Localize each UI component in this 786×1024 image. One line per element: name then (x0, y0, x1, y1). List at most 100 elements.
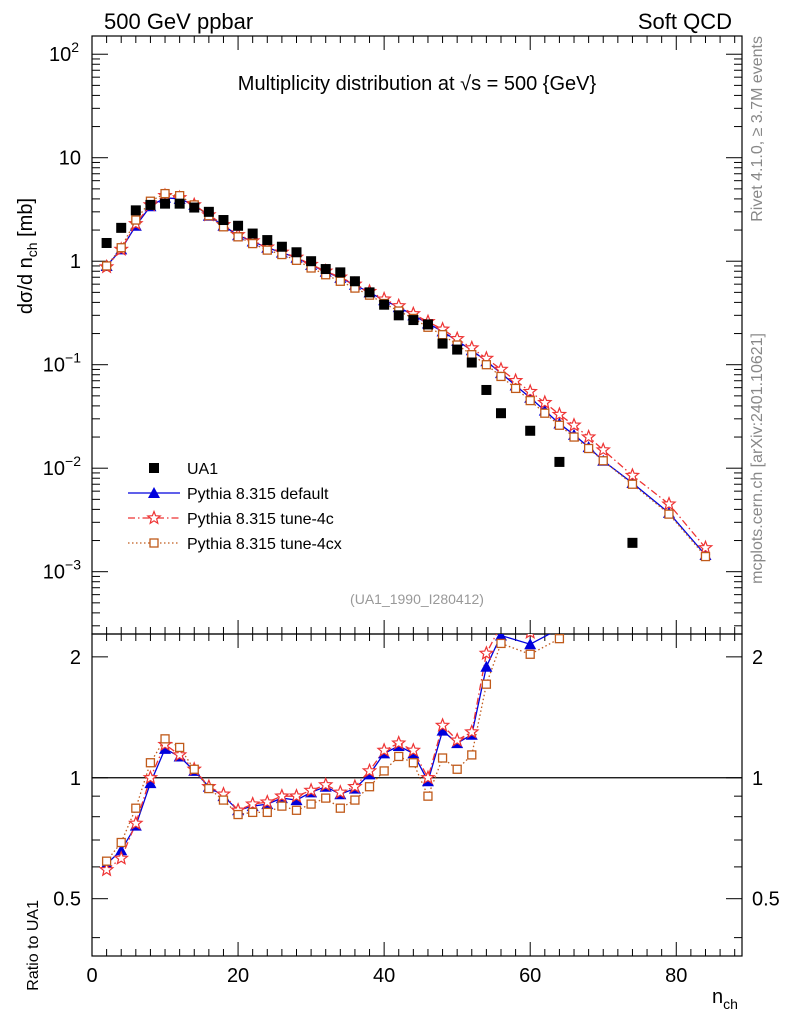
mc-point-ratio (525, 634, 535, 640)
ua1-data-point (130, 205, 141, 216)
mc-point-main (583, 443, 594, 454)
mc-point-main (540, 408, 550, 418)
mc-point-main (661, 495, 677, 511)
mc-point-ratio (525, 649, 535, 659)
ua1-data-point (349, 276, 360, 287)
ratio-tick-label-right: 2 (752, 647, 763, 669)
mc-point-ratio (481, 679, 492, 689)
mc-point-ratio (379, 766, 389, 776)
ua1-data-point (203, 206, 214, 217)
mc-point-main (277, 249, 287, 260)
mc-point-main (595, 441, 611, 457)
ua1-data-point (262, 235, 273, 246)
ua1-data-point (452, 344, 463, 355)
mc-point-ratio (554, 634, 565, 644)
mc-point-ratio (480, 660, 493, 672)
mc-point-ratio (145, 758, 156, 768)
series-line-ratio (106, 634, 551, 865)
mc-point-ratio (277, 801, 287, 811)
x-tick-label: 20 (227, 965, 249, 987)
mc-point-main (335, 276, 345, 286)
mc-point-main (174, 191, 185, 201)
data-marks (101, 198, 638, 548)
ua1-data-point (218, 215, 229, 226)
mc-point-ratio (244, 795, 261, 811)
mc-point-ratio (101, 856, 112, 866)
y-tick-label: 1 (70, 251, 81, 273)
mc-point-ratio (391, 734, 407, 750)
mcplots-label: mcplots.cern.ch [arXiv:2401.10621] (749, 333, 766, 584)
mc-point-ratio (259, 793, 276, 809)
mc-point-ratio (317, 776, 334, 792)
mc-point-ratio (142, 769, 159, 785)
mc-point-ratio (405, 742, 422, 757)
chart-title: Multiplicity distribution at √s = 500 {G… (238, 73, 597, 95)
legend-label: Pythia 8.315 tune-4cx (187, 536, 342, 553)
mc-point-main (291, 255, 302, 265)
mc-point-ratio (332, 784, 349, 799)
mc-point-main (496, 371, 506, 382)
y-tick-label: 10−2 (43, 453, 81, 480)
x-axis-label: nch (712, 986, 738, 1012)
x-tick-label: 80 (665, 965, 687, 987)
x-tick-label: 40 (373, 965, 395, 987)
mc-point-ratio (553, 615, 565, 627)
ratio-marks (98, 615, 565, 877)
mc-point-ratio (291, 805, 302, 815)
mc-point-ratio (233, 809, 243, 820)
mc-point-main (522, 383, 538, 399)
ratio-tick-label-right: 0.5 (752, 889, 780, 911)
ua1-data-point (393, 310, 404, 321)
ua1-data-point (466, 357, 477, 368)
mc-point-ratio (218, 795, 229, 805)
ua1-data-point (525, 425, 536, 436)
mc-point-ratio (408, 758, 418, 768)
mc-point-ratio (113, 850, 129, 865)
mc-point-main (569, 432, 579, 442)
mc-point-ratio (394, 751, 404, 762)
mc-point-main (101, 261, 112, 271)
legend-label: UA1 (187, 461, 218, 478)
ua1-data-point (189, 202, 200, 213)
mc-point-ratio (361, 762, 378, 778)
legend-marker (146, 509, 162, 525)
ua1-data-point (364, 287, 375, 298)
analysis-id: (UA1_1990_I280412) (350, 591, 484, 607)
axis-ticks: 0 20 40 60 80 102 10 1 10−1 10−2 10−3 2 2 1 1 0.5 0.5 (43, 36, 780, 987)
mc-point-ratio (174, 742, 185, 753)
x-tick-label: 60 (519, 965, 541, 987)
mc-point-main (467, 350, 477, 360)
series-line-ratio (106, 638, 560, 862)
legend-marker (149, 463, 159, 473)
legend: UA1 Pythia 8.315 default Pythia 8.315 tune… (128, 461, 342, 553)
y-axis-label: dσ/d nch [mb] (15, 198, 40, 314)
ratio-axis-label: Ratio to UA1 (25, 900, 42, 991)
mc-point-ratio (303, 782, 319, 798)
mc-point-main (233, 232, 243, 242)
ua1-data-point (306, 256, 317, 267)
mc-point-main (116, 243, 126, 253)
mc-point-main (566, 417, 582, 432)
mc-point-main (551, 406, 568, 422)
mc-point-ratio (115, 844, 128, 856)
ua1-data-point (247, 228, 258, 239)
mc-point-ratio (449, 732, 466, 747)
mc-point-ratio (189, 764, 199, 774)
ua1-data-point (116, 222, 127, 233)
mc-point-ratio (131, 803, 141, 813)
mc-point-ratio (288, 788, 305, 803)
mc-point-ratio (434, 717, 451, 733)
mc-point-ratio (437, 753, 448, 763)
mc-point-main (627, 479, 638, 489)
mc-point-main (554, 420, 565, 430)
mc-point-ratio (248, 807, 258, 818)
mc-point-ratio (376, 742, 392, 757)
mc-point-ratio (423, 791, 433, 801)
ua1-data-point (291, 247, 302, 258)
header-right: Soft QCD (638, 9, 732, 34)
mc-point-main (525, 395, 535, 406)
ua1-data-point (422, 319, 433, 330)
y-tick-label: 10−1 (43, 350, 81, 377)
header-left: 500 GeV ppbar (104, 9, 253, 34)
mc-point-main (437, 330, 448, 340)
